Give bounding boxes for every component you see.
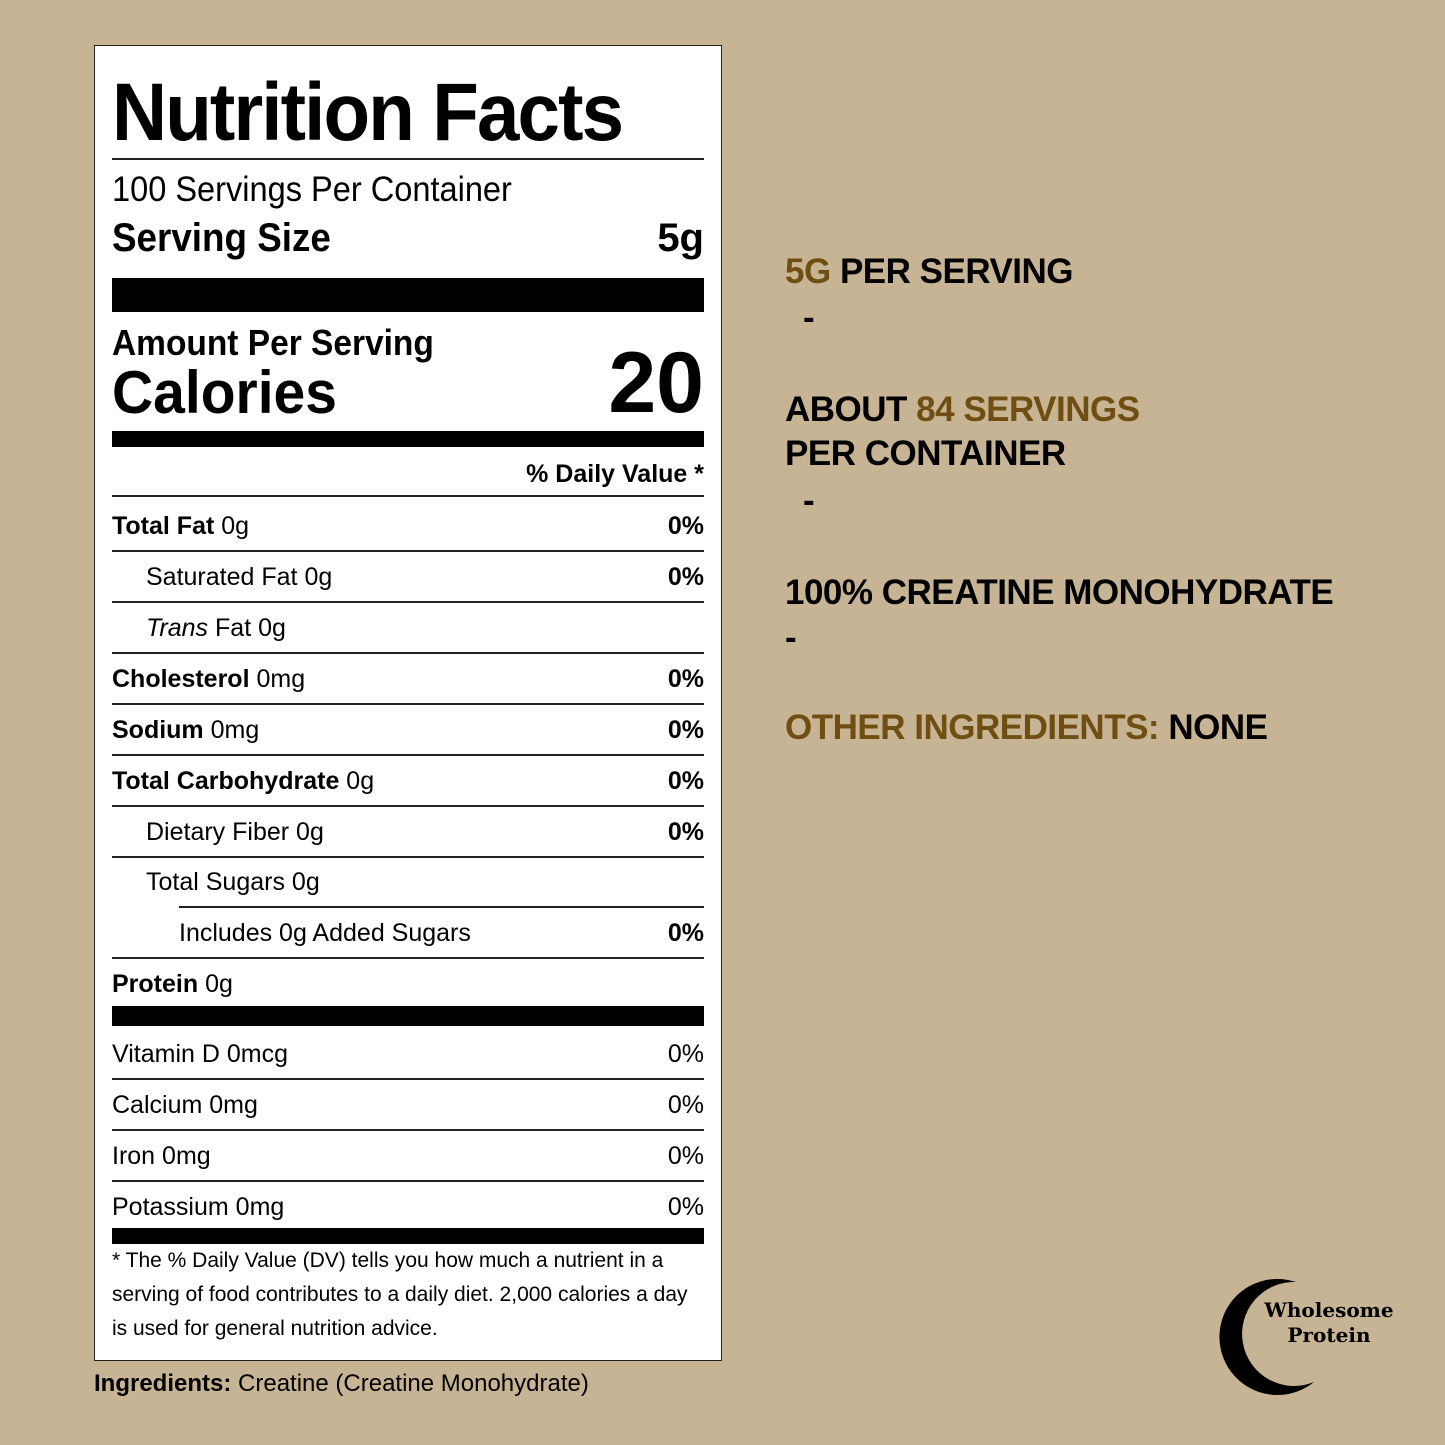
calories-value: 20 [608,335,704,431]
thick-divider [112,1006,704,1026]
medium-divider [112,431,704,447]
nutrient-row-sodium: Sodium 0mg 0% [112,705,704,756]
nutrition-facts-label: Nutrition Facts 100 Servings Per Contain… [94,45,722,1361]
highlight-other-ingredients: OTHER INGREDIENTS: NONE [785,708,1268,747]
vitamin-row-iron: Iron 0mg 0% [112,1131,704,1182]
ingredients-value: Creatine (Creatine Monohydrate) [238,1370,589,1397]
daily-value-footnote: * The % Daily Value (DV) tells you how m… [112,1249,688,1340]
nutrient-row-saturated-fat: Saturated Fat 0g 0% [112,552,704,603]
label-title: Nutrition Facts [112,67,624,158]
amount-per-serving: Amount Per Serving [112,322,434,363]
separator-dash: - [785,618,797,657]
serving-size-value: 5g [657,216,704,260]
medium-divider [112,1228,704,1244]
ingredients-label: Ingredients: [94,1370,232,1397]
highlight-per-container: PER CONTAINER [785,434,1066,473]
nutrient-row-total-carbohydrate: Total Carbohydrate 0g 0% [112,756,704,807]
crescent-moon-icon [1219,1278,1314,1395]
separator-dash: - [803,298,815,337]
nutrient-row-total-sugars: Total Sugars 0g [112,857,704,908]
divider [112,495,704,497]
highlight-creatine: 100% CREATINE MONOHYDRATE [785,573,1334,612]
nutrient-row-dietary-fiber: Dietary Fiber 0g 0% [112,807,704,858]
highlight-serving-size: 5G PER SERVING [785,252,1074,291]
nutrient-row-total-fat: Total Fat 0g 0% [112,501,704,552]
brand-logo: Wholesome Protein [1218,1278,1408,1398]
vitamin-row-potassium: Potassium 0mg 0% [112,1192,704,1221]
vitamin-row-calcium: Calcium 0mg 0% [112,1080,704,1131]
nutrient-row-protein: Protein 0g [112,969,233,998]
nutrient-row-cholesterol: Cholesterol 0mg 0% [112,654,704,705]
ingredients-line: Ingredients: Creatine (Creatine Monohydr… [94,1370,589,1398]
servings-per-container: 100 Servings Per Container [112,170,512,209]
nutrient-row-trans-fat: Trans Fat 0g [112,603,704,654]
calories-label: Calories [112,359,337,426]
nutrient-row-added-sugars: Includes 0g Added Sugars 0% [112,908,704,959]
serving-size-label: Serving Size [112,216,331,260]
separator-dash: - [803,481,815,520]
divider [112,158,704,160]
brand-name: Wholesome Protein [1264,1298,1394,1347]
daily-value-header: % Daily Value * [526,460,704,488]
highlight-servings-count: ABOUT 84 SERVINGS [785,390,1140,429]
thick-divider [112,278,704,312]
vitamin-row-vitamin-d: Vitamin D 0mcg 0% [112,1029,704,1080]
